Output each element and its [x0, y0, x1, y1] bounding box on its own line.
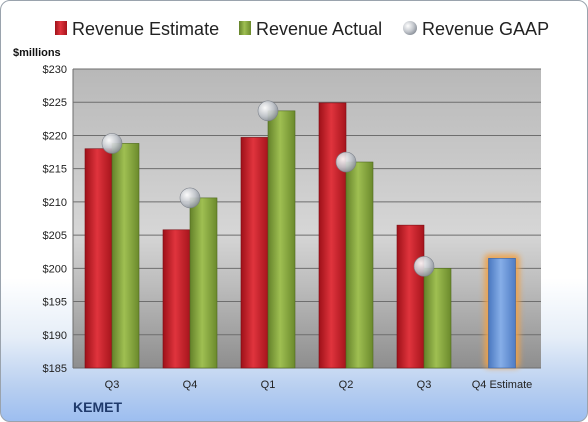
y-tick-label: $190	[43, 330, 67, 342]
x-tick-label: Q2	[339, 379, 354, 391]
marker-revenue-gaap	[257, 100, 279, 122]
gridlines	[72, 68, 541, 369]
bar-revenue-actual	[189, 197, 218, 369]
legend-swatch-gaap	[403, 21, 417, 35]
company-name: KEMET	[73, 399, 122, 415]
y-axis-unit-label: $millions	[13, 47, 61, 59]
legend-label-actual: Revenue Actual	[256, 19, 382, 39]
marker-revenue-gaap	[413, 256, 435, 277]
y-tick-label: $210	[43, 197, 67, 209]
y-tick-label: $220	[43, 130, 67, 142]
x-tick-label: Q3	[105, 379, 120, 391]
legend-swatch-actual	[239, 21, 251, 35]
bar-revenue-estimate	[396, 224, 425, 369]
bar-revenue-forecast	[488, 258, 516, 369]
bar-revenue-actual	[111, 143, 140, 369]
legend: Revenue Estimate Revenue Actual Revenue …	[55, 19, 549, 39]
marker-revenue-gaap	[335, 151, 357, 173]
marker-revenue-gaap	[101, 133, 123, 154]
x-tick-label: Q3	[417, 379, 432, 391]
bar-revenue-estimate	[84, 148, 113, 369]
x-tick-label: Q4	[183, 379, 198, 391]
bar-revenue-estimate	[318, 102, 347, 369]
x-axis: Q3 Q4 Q1 Q2 Q3 Q4 Estimate	[105, 379, 533, 391]
y-tick-label: $230	[43, 64, 67, 76]
bar-revenue-actual	[423, 268, 452, 369]
bar-revenue-estimate	[162, 229, 191, 369]
bar-revenue-estimate	[240, 137, 269, 369]
bars-layer	[84, 100, 520, 369]
marker-revenue-gaap	[179, 187, 201, 209]
legend-swatch-estimate	[55, 21, 67, 35]
legend-label-gaap: Revenue GAAP	[422, 19, 549, 39]
y-tick-label: $185	[43, 363, 67, 375]
bar-revenue-actual	[267, 110, 296, 369]
plot-area	[73, 69, 541, 368]
bar-revenue-actual	[345, 161, 374, 369]
x-tick-label: Q1	[261, 379, 276, 391]
y-tick-label: $195	[43, 297, 67, 309]
legend-label-estimate: Revenue Estimate	[72, 19, 219, 39]
y-tick-label: $225	[43, 97, 67, 109]
x-tick-label: Q4 Estimate	[472, 379, 533, 391]
y-tick-label: $205	[43, 230, 67, 242]
y-tick-label: $200	[43, 263, 67, 275]
y-tick-label: $215	[43, 164, 67, 176]
y-axis: $185 $190 $195 $200 $205 $210 $215 $220 $225 $230	[43, 64, 67, 375]
